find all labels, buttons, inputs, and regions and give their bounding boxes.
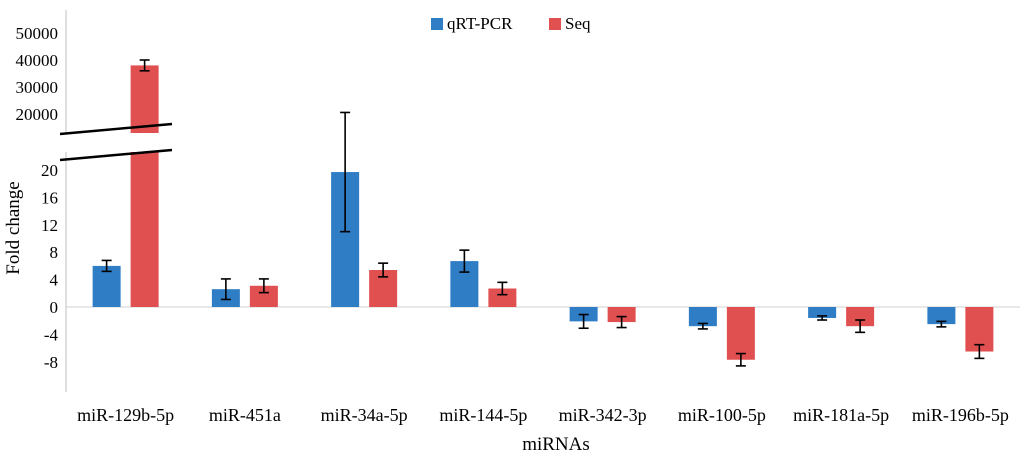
legend: qRT-PCR Seq — [431, 14, 591, 33]
y-tick-label-lower: 0 — [50, 298, 59, 317]
bar-seq-mir-342-3p — [607, 307, 636, 323]
category-label-mir-196b-5p: miR-196b-5p — [912, 405, 1009, 425]
bar-qrt-pcr-mir-181a-5p — [808, 307, 837, 318]
bar-seq-mir-100-5p — [726, 307, 755, 360]
bar-qrt-pcr-mir-196b-5p — [927, 307, 956, 325]
category-labels-layer: miR-129b-5p miR-451a miR-34a-5p miR-144-5p m… — [77, 405, 1009, 425]
y-axis-title: Fold change — [3, 181, 24, 274]
y-tick-label-lower: -4 — [44, 325, 59, 344]
category-label-mir-100-5p: miR-100-5p — [678, 405, 766, 425]
y-tick-label-upper: 40000 — [16, 51, 59, 70]
bar-qrt-pcr-mir-129b-5p — [92, 265, 121, 307]
bar-seq-mir-144-5p — [488, 288, 517, 307]
category-label-mir-144-5p: miR-144-5p — [439, 405, 527, 425]
y-tick-label-lower: 4 — [50, 271, 59, 290]
legend-swatch-qrt-pcr — [431, 18, 443, 30]
category-label-mir-451a: miR-451a — [209, 405, 281, 425]
axis-break-mark-top — [59, 122, 173, 136]
legend-swatch-seq — [549, 18, 561, 30]
x-axis-title: miRNAs — [522, 434, 590, 455]
bar-seq-mir-451a — [249, 285, 278, 307]
bar-seq-mir-129b-5p — [130, 65, 159, 308]
axis-break-layer — [58, 122, 238, 162]
legend-label-seq: Seq — [565, 14, 591, 33]
y-tick-label-lower: 20 — [41, 161, 58, 180]
category-label-mir-342-3p: miR-342-3p — [559, 405, 647, 425]
tick-labels-layer: 50000 40000 30000 20000 20 16 12 8 4 0 -4 -8 — [16, 24, 59, 372]
y-tick-label-upper: 30000 — [16, 78, 59, 97]
category-label-mir-181a-5p: miR-181a-5p — [793, 405, 889, 425]
y-tick-label-lower: -8 — [44, 353, 58, 372]
y-tick-label-lower: 16 — [41, 188, 58, 207]
bar-seq-mir-181a-5p — [846, 307, 875, 327]
category-label-mir-129b-5p: miR-129b-5p — [77, 405, 174, 425]
y-tick-label-lower: 8 — [50, 243, 59, 262]
category-label-mir-34a-5p: miR-34a-5p — [321, 405, 408, 425]
error-bars-layer — [101, 59, 985, 367]
y-tick-label-upper: 20000 — [16, 105, 59, 124]
axis-break-mark-bottom — [59, 148, 173, 162]
y-tick-label-upper: 50000 — [16, 24, 59, 43]
legend-label-qrt-pcr: qRT-PCR — [447, 14, 513, 33]
bar-qrt-pcr-mir-100-5p — [688, 307, 717, 327]
axis-break-gap — [58, 133, 238, 152]
y-tick-label-lower: 12 — [41, 216, 58, 235]
